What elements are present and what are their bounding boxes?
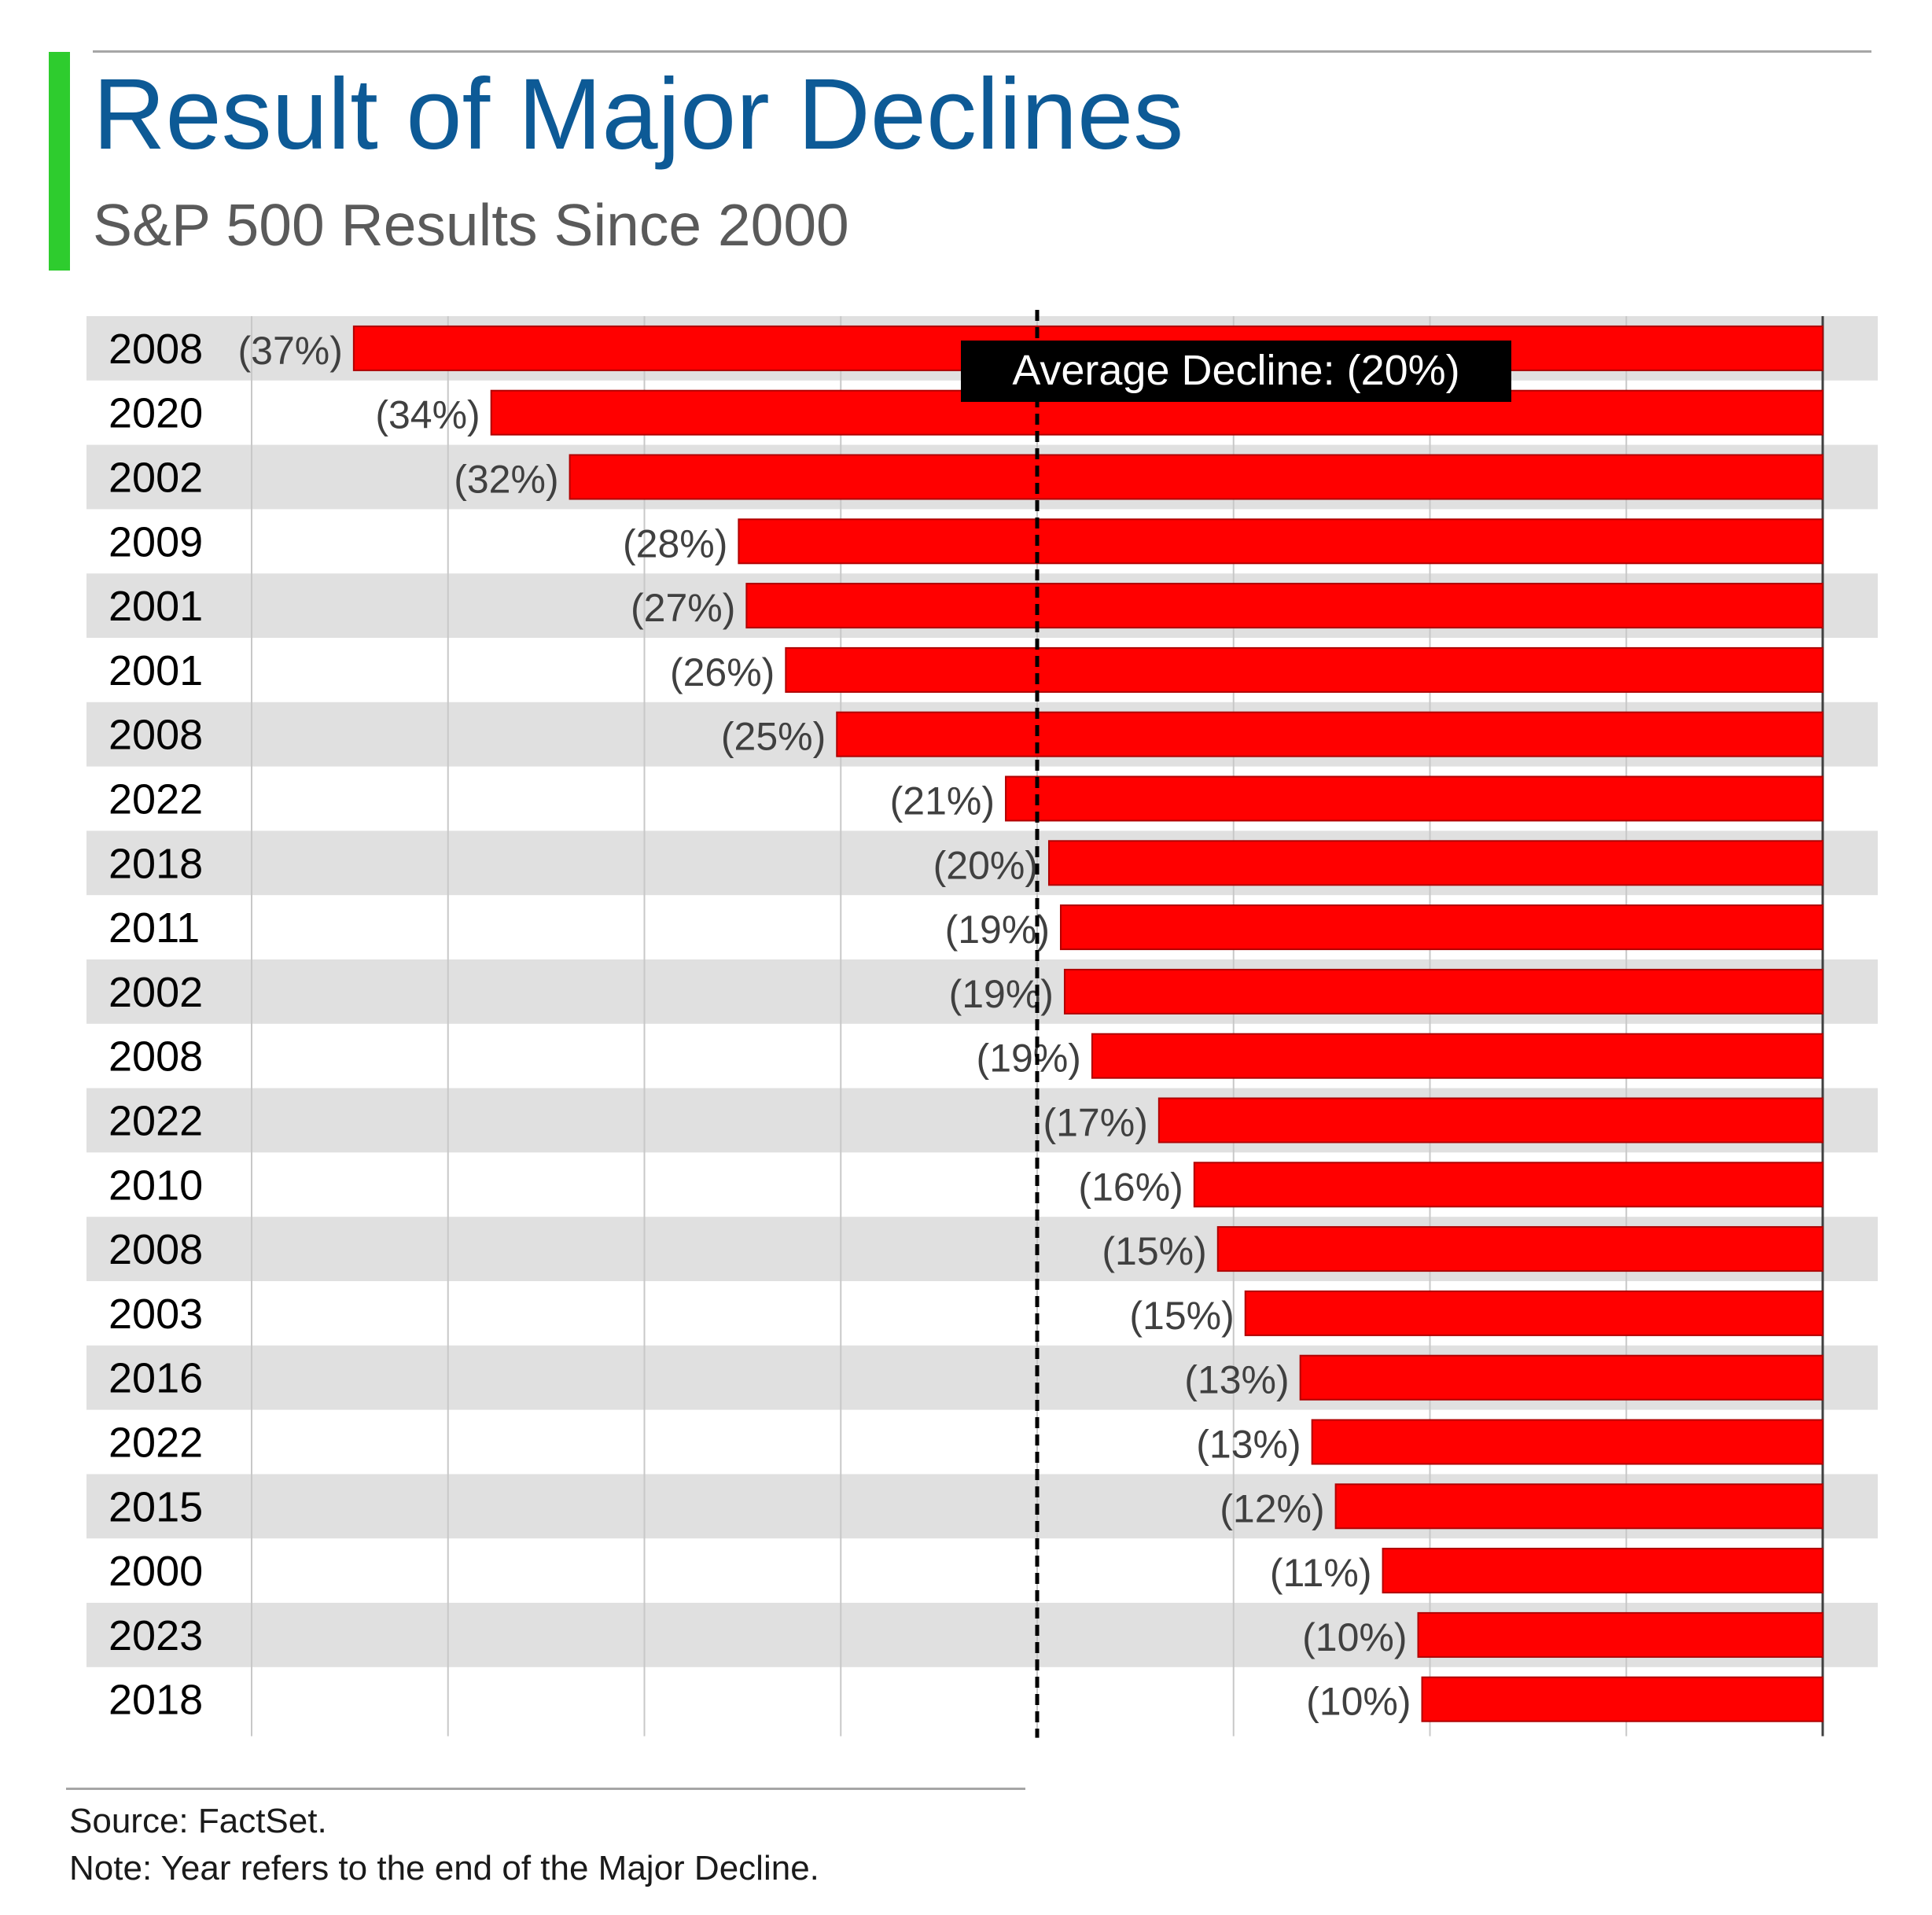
bar [1091, 1033, 1824, 1079]
chart-title: Result of Major Declines [93, 58, 1184, 171]
footnote: Note: Year refers to the end of the Majo… [69, 1849, 819, 1887]
category-label: 2010 [109, 1162, 203, 1209]
data-label: (13%) [1184, 1358, 1289, 1402]
data-label: (12%) [1220, 1486, 1324, 1530]
bar-chart: 2008 2020 2002 2009 2001 2001 2008 2022 2018 2011… [86, 310, 1878, 1738]
category-label: 2003 [109, 1291, 203, 1338]
source-note: Source: FactSet. [69, 1802, 327, 1840]
average-callout-label: Average Decline: (20%) [1012, 347, 1459, 394]
bar [569, 454, 1823, 500]
bar [1005, 775, 1823, 822]
data-label: (21%) [890, 779, 995, 823]
category-label: 2022 [109, 776, 203, 823]
category-label: 2002 [109, 455, 203, 502]
data-label: (19%) [977, 1037, 1081, 1081]
bar [1059, 904, 1823, 951]
category-label: 2018 [109, 840, 203, 887]
average-callout-box [961, 341, 1511, 402]
category-label: 2002 [109, 969, 203, 1016]
bar [1063, 968, 1823, 1015]
bar [745, 583, 1823, 629]
data-label: (25%) [721, 715, 826, 759]
data-label: (27%) [631, 586, 735, 630]
average-marker: Average Decline: (20%) [961, 310, 1511, 1738]
category-label: 2009 [109, 518, 203, 565]
data-label: (32%) [454, 458, 558, 502]
bar [1216, 1226, 1823, 1272]
data-label: (20%) [933, 843, 1038, 887]
data-label: (13%) [1196, 1423, 1301, 1467]
bar [1193, 1162, 1824, 1208]
bar [1244, 1290, 1823, 1336]
category-label: 2022 [109, 1098, 203, 1145]
category-label: 2016 [109, 1355, 203, 1402]
data-label: (37%) [237, 329, 342, 373]
bar [1299, 1354, 1824, 1401]
category-label: 2022 [109, 1420, 203, 1467]
bar [785, 646, 1824, 693]
category-label: 2018 [109, 1677, 203, 1724]
bar [1382, 1548, 1824, 1594]
data-label: (10%) [1306, 1680, 1411, 1724]
bar [1334, 1483, 1823, 1530]
category-label: 2020 [109, 390, 203, 437]
category-label: 2023 [109, 1612, 203, 1659]
bar [1417, 1611, 1823, 1658]
year-labels: 2008 2020 2002 2009 2001 2001 2008 2022 2018 2011… [109, 326, 203, 1724]
accent-bar [49, 52, 70, 271]
category-label: 2001 [109, 647, 203, 694]
chart-subtitle: S&P 500 Results Since 2000 [93, 192, 849, 258]
bar [1421, 1676, 1823, 1722]
data-label: (11%) [1270, 1551, 1372, 1595]
bar [836, 711, 1823, 757]
footer-rule [66, 1788, 1025, 1790]
category-label: 2008 [109, 326, 203, 373]
bars [352, 325, 1824, 1722]
data-label: (28%) [623, 521, 727, 565]
category-label: 2000 [109, 1548, 203, 1595]
bar [1311, 1419, 1823, 1465]
bar [738, 518, 1823, 565]
data-label: (17%) [1043, 1101, 1147, 1145]
category-label: 2008 [109, 1033, 203, 1081]
data-label: (19%) [945, 908, 1050, 952]
top-rule [93, 50, 1871, 53]
data-label: (34%) [375, 393, 480, 437]
data-label: (26%) [670, 650, 775, 694]
bar [1047, 840, 1823, 886]
data-label: (10%) [1302, 1615, 1407, 1659]
data-label: (15%) [1129, 1294, 1234, 1338]
category-label: 2008 [109, 712, 203, 759]
category-label: 2008 [109, 1226, 203, 1273]
data-label: (16%) [1078, 1165, 1183, 1209]
category-label: 2001 [109, 583, 203, 630]
category-label: 2015 [109, 1483, 203, 1530]
bar [1157, 1097, 1823, 1143]
category-label: 2011 [109, 904, 200, 952]
value-labels: (37%) (34%) (32%) (28%) (27%) (26%) (25%) (21%)… [237, 329, 1411, 1724]
data-label: (15%) [1102, 1229, 1206, 1273]
